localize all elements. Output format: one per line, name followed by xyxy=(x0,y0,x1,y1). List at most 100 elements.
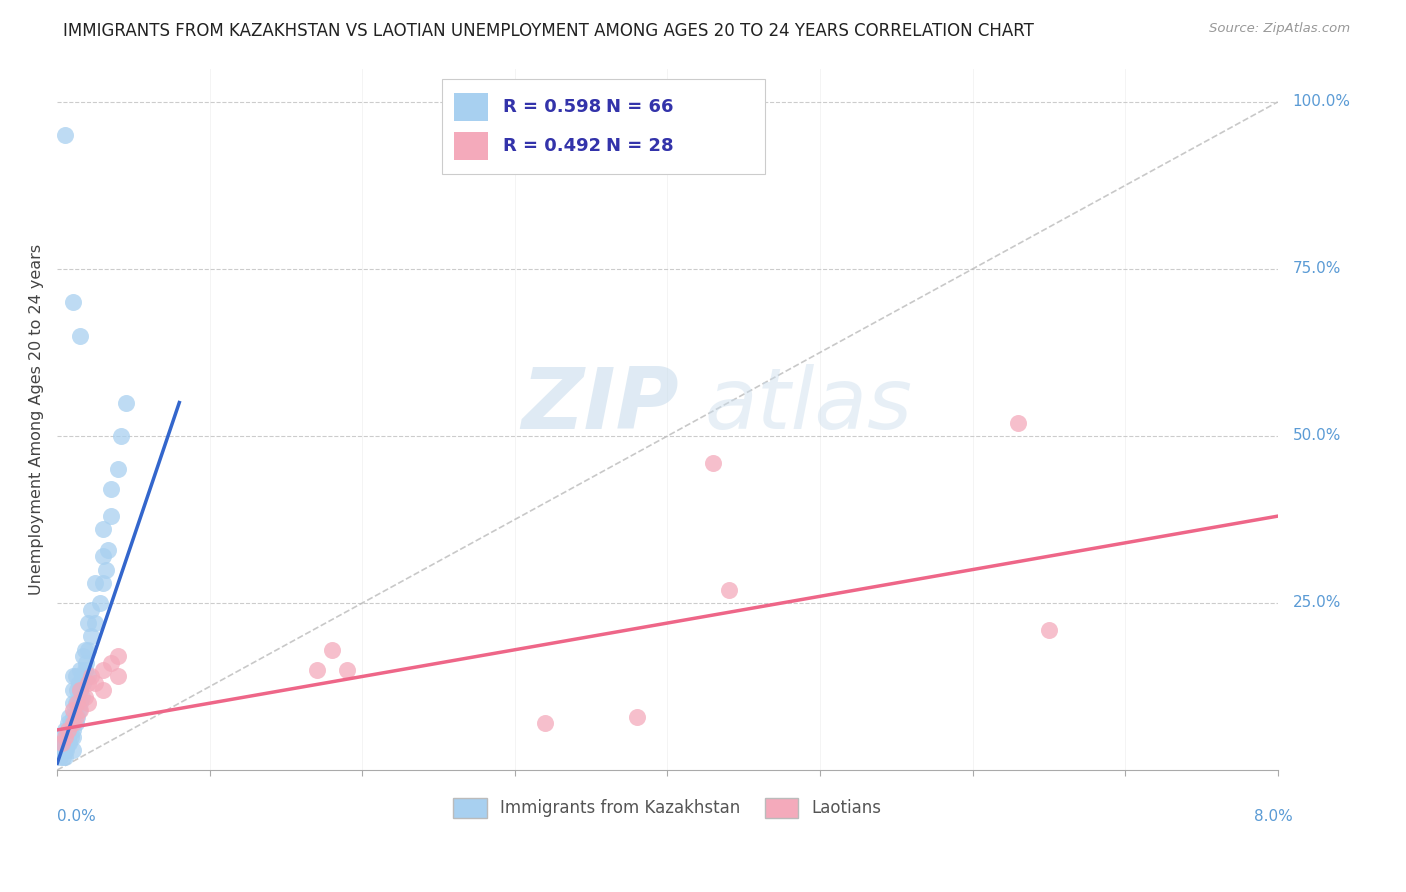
Point xyxy=(52,743,75,757)
Point xyxy=(91,576,114,591)
Point xyxy=(115,395,138,409)
Point xyxy=(69,682,91,697)
Point xyxy=(1007,416,1029,430)
Point xyxy=(69,328,91,343)
Point xyxy=(76,676,98,690)
FancyBboxPatch shape xyxy=(441,79,765,174)
Text: 50.0%: 50.0% xyxy=(1292,428,1341,443)
FancyBboxPatch shape xyxy=(454,132,488,160)
Point xyxy=(73,663,96,677)
Point xyxy=(58,709,80,723)
Legend: Immigrants from Kazakhstan, Laotians: Immigrants from Kazakhstan, Laotians xyxy=(447,791,889,825)
Text: 75.0%: 75.0% xyxy=(1292,261,1341,277)
Text: N = 66: N = 66 xyxy=(606,98,673,116)
Point xyxy=(62,703,84,717)
Point xyxy=(62,730,84,744)
Point xyxy=(80,602,103,616)
Point xyxy=(89,596,111,610)
Point xyxy=(107,649,129,664)
Point xyxy=(110,429,132,443)
Text: atlas: atlas xyxy=(704,364,912,447)
Point xyxy=(76,696,98,710)
Point xyxy=(67,676,90,690)
Point xyxy=(69,696,91,710)
Point xyxy=(76,642,98,657)
Point xyxy=(56,730,79,744)
Point xyxy=(62,723,84,737)
Text: ZIP: ZIP xyxy=(522,364,679,447)
Point xyxy=(62,743,84,757)
Point xyxy=(72,649,94,664)
Point xyxy=(65,716,87,731)
Text: 8.0%: 8.0% xyxy=(1254,808,1292,823)
Point xyxy=(62,295,84,310)
Text: N = 28: N = 28 xyxy=(606,136,673,154)
Point xyxy=(69,682,91,697)
Point xyxy=(65,696,87,710)
Point xyxy=(97,542,120,557)
Point xyxy=(91,682,114,697)
Point xyxy=(56,723,79,737)
Point xyxy=(305,663,328,677)
Point xyxy=(702,456,724,470)
Point xyxy=(73,690,96,704)
Point xyxy=(55,743,77,757)
Text: 0.0%: 0.0% xyxy=(58,808,96,823)
Point xyxy=(717,582,740,597)
Point xyxy=(70,669,93,683)
Point xyxy=(75,656,97,670)
Point xyxy=(84,576,107,591)
Text: 100.0%: 100.0% xyxy=(1292,95,1350,110)
Point xyxy=(56,716,79,731)
Point xyxy=(534,716,557,731)
Point xyxy=(52,730,75,744)
Point xyxy=(62,682,84,697)
Point xyxy=(76,669,98,683)
Point xyxy=(62,709,84,723)
Text: R = 0.492: R = 0.492 xyxy=(503,136,600,154)
Point xyxy=(55,730,77,744)
Point xyxy=(51,743,73,757)
Point xyxy=(84,615,107,630)
Text: 25.0%: 25.0% xyxy=(1292,596,1341,610)
Point xyxy=(65,669,87,683)
Point xyxy=(66,696,89,710)
Point xyxy=(70,690,93,704)
Point xyxy=(69,703,91,717)
Point xyxy=(58,723,80,737)
Point xyxy=(94,563,117,577)
Point xyxy=(56,736,79,750)
Point xyxy=(53,743,76,757)
Point xyxy=(84,676,107,690)
Point xyxy=(69,663,91,677)
Point xyxy=(59,730,82,744)
Y-axis label: Unemployment Among Ages 20 to 24 years: Unemployment Among Ages 20 to 24 years xyxy=(30,244,44,595)
Point xyxy=(336,663,359,677)
Text: IMMIGRANTS FROM KAZAKHSTAN VS LAOTIAN UNEMPLOYMENT AMONG AGES 20 TO 24 YEARS COR: IMMIGRANTS FROM KAZAKHSTAN VS LAOTIAN UN… xyxy=(63,22,1035,40)
Point xyxy=(55,736,77,750)
Point xyxy=(100,509,122,524)
Point xyxy=(53,723,76,737)
Point xyxy=(76,615,98,630)
Point xyxy=(53,749,76,764)
Point xyxy=(91,663,114,677)
Point xyxy=(91,549,114,564)
Point xyxy=(626,709,648,723)
Point xyxy=(53,128,76,143)
Point xyxy=(66,709,89,723)
Point xyxy=(100,656,122,670)
Point xyxy=(321,642,343,657)
Point xyxy=(72,676,94,690)
Point xyxy=(62,716,84,731)
Point xyxy=(66,682,89,697)
Point xyxy=(52,749,75,764)
Point xyxy=(49,749,72,764)
Point xyxy=(80,669,103,683)
Point xyxy=(51,736,73,750)
Point xyxy=(65,709,87,723)
FancyBboxPatch shape xyxy=(454,93,488,121)
Point xyxy=(51,736,73,750)
Point xyxy=(100,483,122,497)
Point xyxy=(62,669,84,683)
Point xyxy=(91,523,114,537)
